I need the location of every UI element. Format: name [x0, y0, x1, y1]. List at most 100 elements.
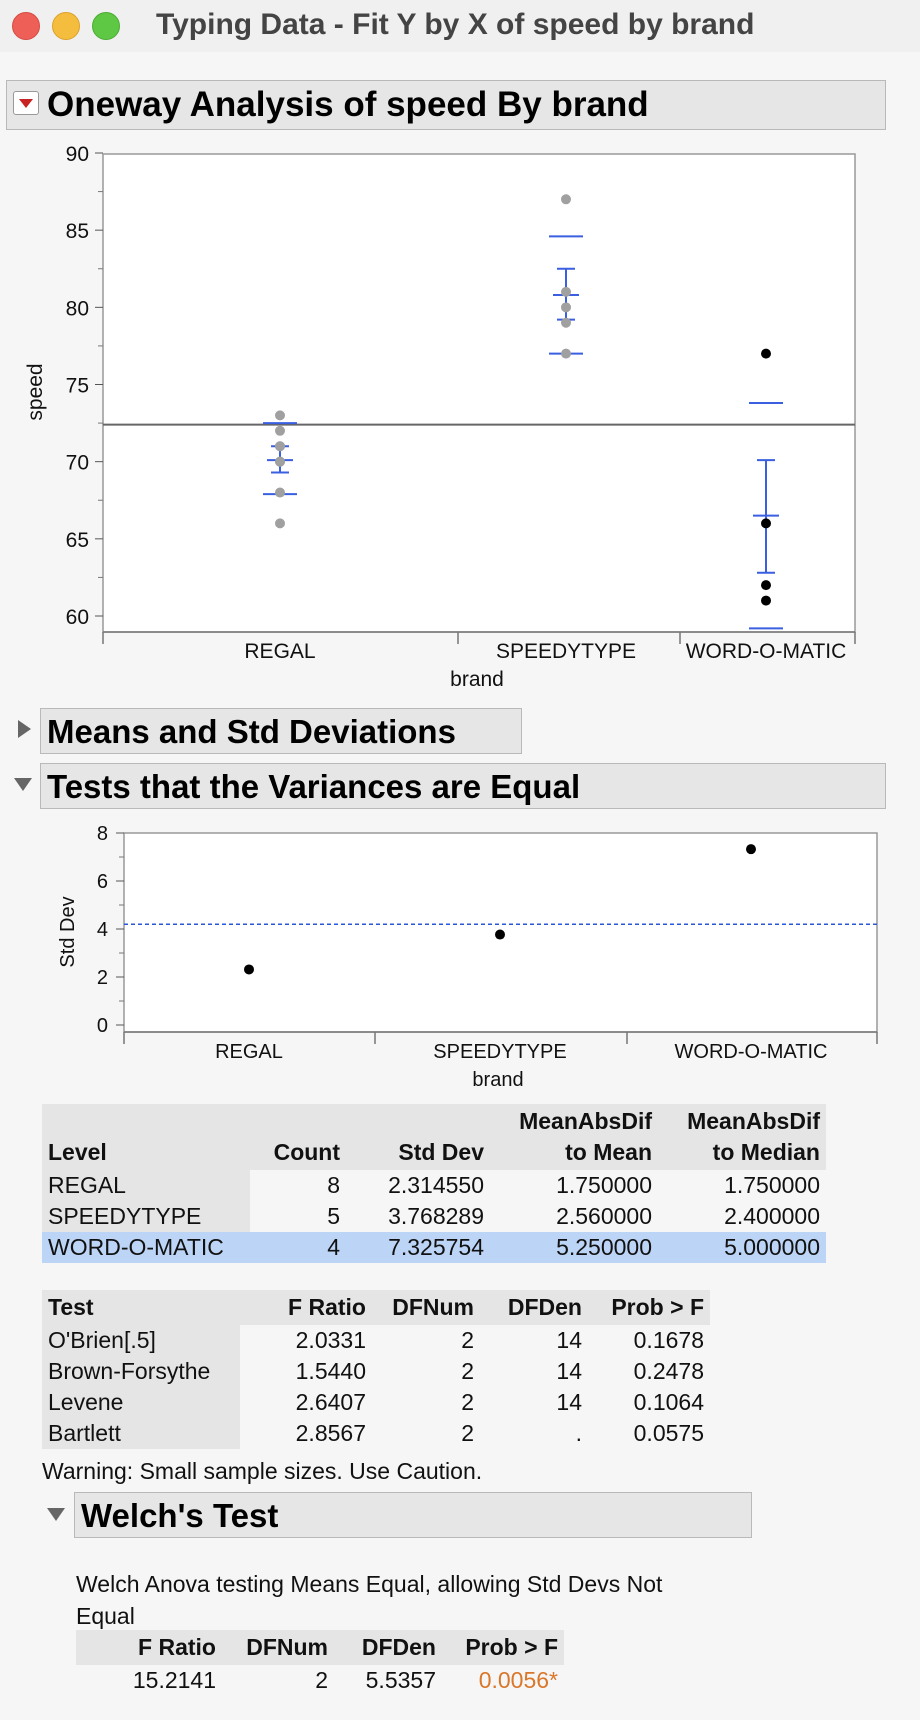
- window-title: Typing Data - Fit Y by X of speed by bra…: [156, 8, 755, 41]
- means-std-header[interactable]: Means and Std Deviations: [40, 708, 522, 754]
- x-tick-label: REGAL: [215, 1041, 283, 1063]
- data-point: [761, 580, 771, 591]
- plot-frame: [102, 153, 856, 633]
- variance-test-table: Test F Ratio DFNum DFDen Prob > F O'Brie…: [42, 1290, 710, 1449]
- test-name-cell: O'Brien[.5]: [42, 1325, 240, 1356]
- table-row[interactable]: WORD-O-MATIC 4 7.325754 5.250000 5.000000: [42, 1232, 826, 1263]
- welch-disclosure-icon[interactable]: [47, 1508, 65, 1521]
- value-cell: 5: [327, 1203, 340, 1229]
- value-cell: 4: [250, 1232, 346, 1263]
- welch-col-dfden: DFDen: [361, 1634, 436, 1660]
- oneway-title: Oneway Analysis of speed By brand: [47, 85, 649, 124]
- data-point: [761, 595, 771, 606]
- value-cell: 2.8567: [295, 1420, 366, 1446]
- col-level: Level: [48, 1139, 107, 1165]
- y-axis-label: speed: [24, 363, 47, 420]
- value-cell: 0.1064: [633, 1389, 704, 1415]
- test-name-cell: Levene: [42, 1387, 240, 1418]
- table-row[interactable]: REGAL 8 2.314550 1.750000 1.750000: [42, 1170, 826, 1201]
- col-count: Count: [273, 1139, 340, 1165]
- oneway-plot: 90 85 80 75 70 65 60 REGAL SPEEDYTYPE WORD-O-MATI…: [24, 143, 856, 691]
- data-point: [275, 487, 285, 498]
- test-name-cell: Bartlett: [42, 1418, 240, 1449]
- value-cell: 1.5440: [295, 1358, 366, 1384]
- data-point: [561, 317, 571, 328]
- value-cell: 3.768289: [388, 1203, 484, 1229]
- col-mad-mean: MeanAbsDif to Mean: [519, 1108, 652, 1165]
- value-cell: 2.560000: [556, 1203, 652, 1229]
- x-tick-label: WORD-O-MATIC: [686, 640, 847, 663]
- table-row[interactable]: Bartlett 2.8567 2. 0.0575: [42, 1418, 710, 1449]
- table-row[interactable]: Levene 2.6407 2 14 0.1064: [42, 1387, 710, 1418]
- value-cell: 2.400000: [724, 1203, 820, 1229]
- disclosure-expanded-icon[interactable]: [14, 778, 32, 791]
- variances-title: Tests that the Variances are Equal: [47, 768, 581, 805]
- variances-header[interactable]: Tests that the Variances are Equal: [40, 763, 886, 809]
- data-point: [761, 518, 771, 529]
- welch-description: Welch Anova testing Means Equal, allowin…: [76, 1571, 663, 1629]
- y-tick-label: 90: [66, 143, 89, 166]
- data-point: [561, 286, 571, 297]
- value-cell: .: [575, 1420, 582, 1446]
- y-tick-label: 85: [66, 220, 89, 243]
- minimize-window-button[interactable]: [52, 12, 80, 40]
- y-tick-label: 75: [66, 375, 89, 398]
- value-cell: 2.6407: [295, 1389, 366, 1415]
- welch-title: Welch's Test: [81, 1497, 279, 1534]
- std-dev-point: [495, 929, 505, 940]
- x-axis-label: brand: [450, 668, 504, 691]
- col-mad-median: MeanAbsDif to Median: [687, 1108, 820, 1165]
- oneway-header[interactable]: Oneway Analysis of speed By brand: [6, 80, 886, 130]
- data-point: [761, 348, 771, 359]
- value-cell: 5.250000: [490, 1232, 658, 1263]
- y-axis-label: Std Dev: [57, 896, 79, 967]
- welch-header[interactable]: Welch's Test: [74, 1492, 752, 1538]
- data-point: [561, 194, 571, 205]
- value-cell: 14: [556, 1358, 582, 1384]
- y-tick-label: 80: [66, 297, 89, 320]
- x-tick-label: SPEEDYTYPE: [496, 640, 636, 663]
- std-dev-point: [244, 964, 254, 975]
- col-std-dev: Std Dev: [398, 1139, 484, 1165]
- value-cell: 8: [327, 1172, 340, 1198]
- y-tick-label: 0: [97, 1015, 108, 1037]
- means-std-title: Means and Std Deviations: [47, 713, 456, 750]
- close-window-button[interactable]: [12, 12, 40, 40]
- value-cell: 7.325754: [346, 1232, 490, 1263]
- table-row[interactable]: SPEEDYTYPE 5 3.768289 2.560000 2.400000: [42, 1201, 826, 1232]
- data-point: [275, 441, 285, 452]
- welch-prob-f: 0.0056*: [478, 1667, 558, 1693]
- value-cell: 0.0575: [633, 1420, 704, 1446]
- value-cell: 0.1678: [633, 1327, 704, 1353]
- x-axis-label: brand: [472, 1069, 523, 1090]
- value-cell: 2.314550: [388, 1172, 484, 1198]
- data-point: [275, 425, 285, 436]
- level-cell: WORD-O-MATIC: [42, 1232, 250, 1263]
- y-tick-label: 2: [97, 967, 108, 989]
- col-prob-f: Prob > F: [611, 1294, 704, 1320]
- welch-table: F Ratio DFNum DFDen Prob > F 15.2141 2 5…: [76, 1630, 564, 1696]
- test-name-cell: Brown-Forsythe: [42, 1356, 240, 1387]
- welch-dfden: 5.5357: [365, 1667, 436, 1693]
- value-cell: 14: [556, 1389, 582, 1415]
- table-row[interactable]: Brown-Forsythe 1.5440 2 14 0.2478: [42, 1356, 710, 1387]
- table-row[interactable]: O'Brien[.5] 2.0331 2 14 0.1678: [42, 1325, 710, 1356]
- window-titlebar: Typing Data - Fit Y by X of speed by bra…: [0, 0, 920, 52]
- value-cell: 14: [556, 1327, 582, 1353]
- red-triangle-menu-icon[interactable]: [13, 91, 39, 115]
- x-tick-label: SPEEDYTYPE: [433, 1041, 566, 1063]
- x-tick-label: REGAL: [244, 640, 315, 663]
- y-tick-label: 65: [66, 529, 89, 552]
- y-tick-label: 70: [66, 452, 89, 475]
- y-tick-label: 8: [97, 823, 108, 845]
- std-dev-plot: 8 6 4 2 0 REGAL SPEEDYTYPE WORD-O-MATIC brand Std…: [57, 823, 878, 1090]
- value-cell: 2: [461, 1420, 474, 1446]
- welch-col-dfnum: DFNum: [246, 1634, 328, 1660]
- level-table: Level Count Std Dev MeanAbsDif to Mean Me…: [42, 1104, 826, 1263]
- col-dfnum: DFNum: [392, 1294, 474, 1320]
- zoom-window-button[interactable]: [92, 12, 120, 40]
- data-point: [275, 518, 285, 529]
- disclosure-collapsed-icon[interactable]: [18, 720, 31, 738]
- col-test: Test: [48, 1294, 94, 1320]
- welch-col-prob-f: Prob > F: [465, 1634, 558, 1660]
